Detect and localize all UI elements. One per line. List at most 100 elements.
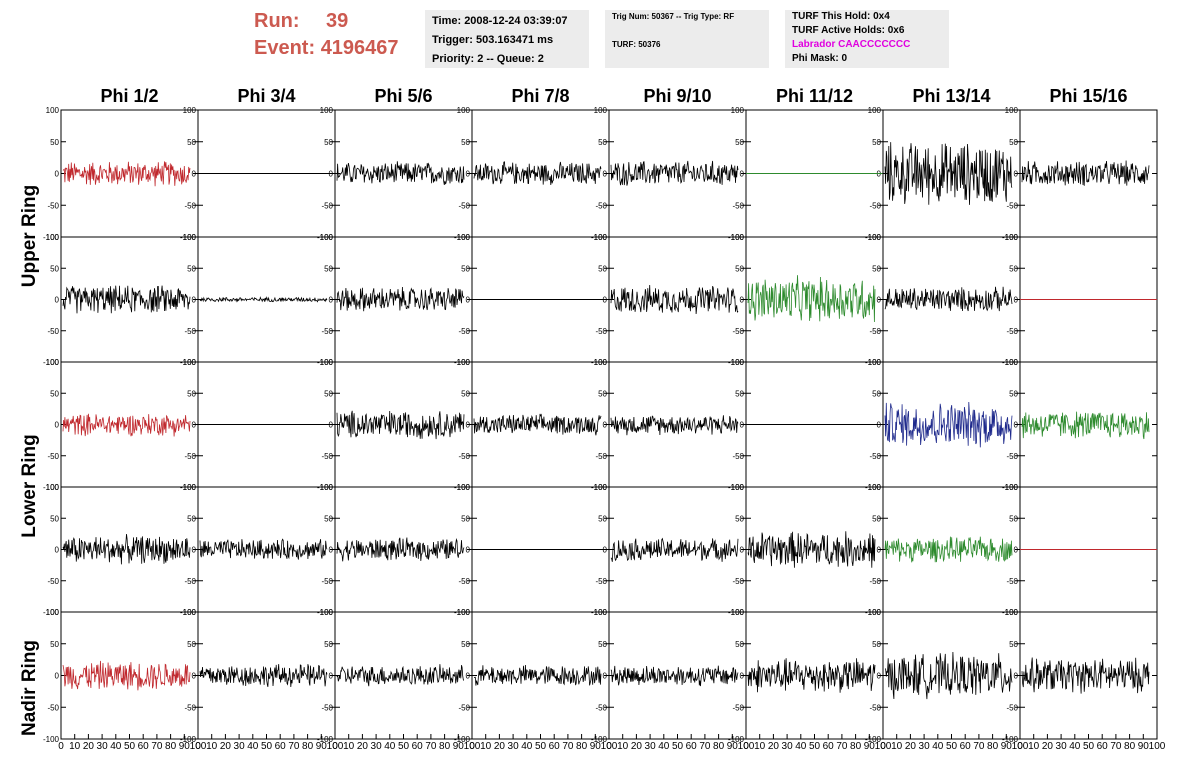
y-tick-label: 100 [731,106,745,115]
y-tick-label: 100 [457,483,471,492]
y-tick-label: -50 [184,703,196,712]
x-tick-label: 30 [234,741,246,752]
y-tick-label: 50 [735,389,744,398]
event-row: Event: 4196467 [254,35,399,62]
phi-title-2: Phi 3/4 [237,86,296,106]
x-tick-label: 30 [645,741,657,752]
y-tick-label: 50 [735,138,744,147]
y-tick-label: 50 [461,514,470,523]
y-tick-label: -100 [43,735,60,744]
y-tick-label: 100 [731,608,745,617]
y-tick-label: 0 [329,672,334,681]
y-tick-label: 50 [461,389,470,398]
x-tick-label: 30 [782,741,794,752]
x-tick-label: 0 [880,741,886,752]
x-tick-label: 80 [987,741,999,752]
x-tick-label: 80 [850,741,862,752]
x-tick-label: 20 [768,741,780,752]
y-tick-label: 100 [46,106,60,115]
x-tick-label: 100 [327,741,344,752]
x-tick-label: 60 [412,741,424,752]
waveform-trace [473,413,602,436]
y-tick-label: -50 [1006,703,1018,712]
x-tick-label: 100 [738,741,755,752]
x-tick-label: 50 [1083,741,1095,752]
x-tick-label: 50 [535,741,547,752]
turf-text: TURF: 50376 [612,40,661,49]
y-tick-label: 0 [877,546,882,555]
x-tick-label: 20 [220,741,232,752]
y-tick-label: 100 [457,106,471,115]
x-tick-label: 50 [124,741,136,752]
y-tick-label: -50 [321,452,333,461]
y-tick-label: 50 [1009,640,1018,649]
x-tick-label: 100 [601,741,618,752]
x-tick-label: 30 [371,741,383,752]
y-tick-label: -50 [1006,577,1018,586]
x-tick-label: 40 [795,741,807,752]
x-tick-label: 0 [469,741,475,752]
y-tick-label: -50 [732,201,744,210]
y-tick-label: -50 [184,201,196,210]
time-text: Time: 2008-12-24 03:39:07 [432,15,568,27]
y-tick-label: 100 [457,608,471,617]
x-tick-label: 60 [549,741,561,752]
waveform-panel [1019,486,1158,613]
run-value: 39 [326,10,349,32]
waveform-trace [884,536,1013,563]
y-tick-label: 100 [594,358,608,367]
x-tick-label: 10 [891,741,903,752]
x-tick-label: 90 [179,741,191,752]
y-tick-label: 0 [877,296,882,305]
x-tick-label: 10 [480,741,492,752]
x-tick-label: 80 [439,741,451,752]
x-tick-label: 60 [686,741,698,752]
y-tick-label: 100 [1005,608,1019,617]
y-tick-label: 100 [457,358,471,367]
y-tick-label: 50 [872,389,881,398]
y-tick-label: -50 [321,201,333,210]
x-tick-label: 80 [713,741,725,752]
y-tick-label: 0 [466,170,471,179]
event-value: 4196467 [320,37,399,59]
phi-title-4: Phi 7/8 [511,86,570,106]
y-tick-label: -100 [454,735,471,744]
x-tick-label: 10 [1028,741,1040,752]
y-tick-label: -50 [184,327,196,336]
y-tick-label: -50 [1006,452,1018,461]
x-tick-label: 50 [946,741,958,752]
waveform-trace [610,415,739,436]
x-tick-label: 0 [743,741,749,752]
x-tick-label: 0 [606,741,612,752]
y-tick-label: 100 [183,233,197,242]
x-tick-label: 70 [425,741,437,752]
waveform-panel: 0 10 20 30 40 50 60 70 80 90 100 [1017,611,1166,752]
waveform-trace [336,410,465,440]
x-tick-label: 90 [1001,741,1013,752]
waveform-trace [199,538,328,560]
y-tick-label: -50 [458,703,470,712]
y-tick-label: -50 [1006,201,1018,210]
y-tick-label: -50 [595,327,607,336]
y-tick-label: -100 [591,735,608,744]
y-tick-label: 100 [183,608,197,617]
x-tick-label: 10 [754,741,766,752]
y-tick-label: 100 [1005,106,1019,115]
y-tick-label: 0 [329,296,334,305]
y-tick-label: 0 [466,296,471,305]
x-tick-label: 60 [960,741,972,752]
phi-title-1: Phi 1/2 [100,86,159,106]
x-tick-label: 10 [343,741,355,752]
y-tick-label: 0 [192,296,197,305]
x-tick-label: 50 [261,741,273,752]
y-tick-label: 0 [740,672,745,681]
x-tick-label: 20 [83,741,95,752]
